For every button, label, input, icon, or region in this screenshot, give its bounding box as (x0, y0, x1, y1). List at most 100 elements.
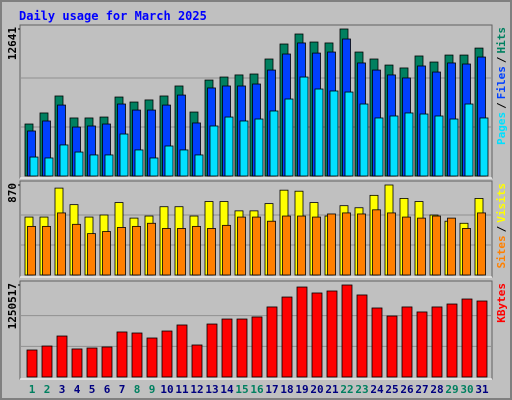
x-tick-label: 6 (104, 383, 111, 396)
bar (131, 332, 143, 378)
x-tick-label: 17 (265, 383, 278, 396)
x-tick-label: 25 (385, 383, 398, 396)
bar (401, 306, 413, 378)
legend: Sites / Visits (495, 183, 508, 269)
bar (56, 335, 68, 378)
bar (191, 344, 203, 378)
legend-separator: / (495, 225, 508, 232)
bar (434, 115, 444, 177)
bar (251, 316, 263, 378)
bar (327, 213, 336, 276)
bar (266, 306, 278, 378)
bar (254, 118, 264, 177)
bar (222, 224, 231, 276)
bar (402, 216, 411, 276)
bar (101, 346, 113, 378)
bar (192, 225, 201, 276)
bar (299, 76, 309, 177)
bar (419, 113, 429, 177)
chart-title: Daily usage for March 2025 (19, 9, 207, 23)
bar (119, 133, 129, 177)
bar (296, 286, 308, 378)
bar (447, 217, 456, 276)
x-tick-label: 8 (134, 383, 141, 396)
y-tick-label: 12641 (6, 27, 19, 60)
x-tick-label: 12 (190, 383, 203, 396)
bar (461, 298, 473, 378)
bar (477, 212, 486, 276)
bar (74, 151, 84, 177)
bar (41, 345, 53, 378)
bar (146, 337, 158, 378)
bar (311, 292, 323, 378)
bar (344, 91, 354, 177)
bar (356, 294, 368, 378)
bar (209, 125, 219, 177)
bar (59, 144, 69, 177)
bar (326, 290, 338, 378)
bar (432, 215, 441, 276)
bar (86, 347, 98, 378)
bar (446, 303, 458, 378)
bar (27, 225, 36, 276)
bar (42, 225, 51, 276)
bar (206, 323, 218, 378)
x-tick-label: 16 (250, 383, 264, 396)
bar (314, 88, 324, 177)
x-tick-label: 26 (400, 383, 414, 396)
bar (117, 227, 126, 276)
bar (371, 307, 383, 378)
legend-separator: / (495, 102, 508, 109)
bar (281, 296, 293, 378)
x-tick-label: 13 (205, 383, 218, 396)
x-tick-label: 19 (295, 383, 308, 396)
bar (26, 349, 38, 378)
bar (341, 284, 353, 378)
legend: KBytes (495, 283, 508, 323)
bar (312, 216, 321, 276)
bar (161, 330, 173, 378)
bar (449, 118, 459, 177)
bar (476, 300, 488, 378)
bar (57, 212, 66, 276)
bar (236, 318, 248, 378)
x-tick-label: 4 (74, 383, 81, 396)
x-tick-label: 31 (475, 383, 489, 396)
bar (431, 306, 443, 378)
legend-separator: / (495, 56, 508, 63)
bar (149, 157, 159, 177)
bar (479, 117, 489, 177)
bar (342, 212, 351, 276)
bar (104, 154, 114, 177)
bar (329, 90, 339, 177)
bar (387, 212, 396, 276)
bar (462, 228, 471, 276)
y-tick-label: 1250517 (6, 283, 19, 329)
bar (44, 157, 54, 177)
bar (359, 103, 369, 177)
bar (102, 231, 111, 276)
x-tick-label: 24 (370, 383, 384, 396)
bar (297, 215, 306, 276)
bar (404, 112, 414, 177)
bar (389, 115, 399, 177)
y-tick-label: 870 (6, 183, 19, 203)
legend-entry: Visits (495, 183, 508, 223)
bar (282, 215, 291, 276)
bar (164, 145, 174, 177)
bar (29, 156, 39, 177)
bar (71, 348, 83, 378)
bar (237, 216, 246, 276)
x-tick-label: 11 (175, 383, 189, 396)
bar (134, 149, 144, 177)
bar (132, 225, 141, 276)
bar (116, 331, 128, 378)
x-tick-label: 9 (149, 383, 156, 396)
x-tick-label: 10 (160, 383, 173, 396)
bar (72, 223, 81, 276)
legend-entry: KBytes (495, 283, 508, 323)
x-tick-label: 20 (310, 383, 323, 396)
legend-entry: Files (495, 66, 508, 99)
